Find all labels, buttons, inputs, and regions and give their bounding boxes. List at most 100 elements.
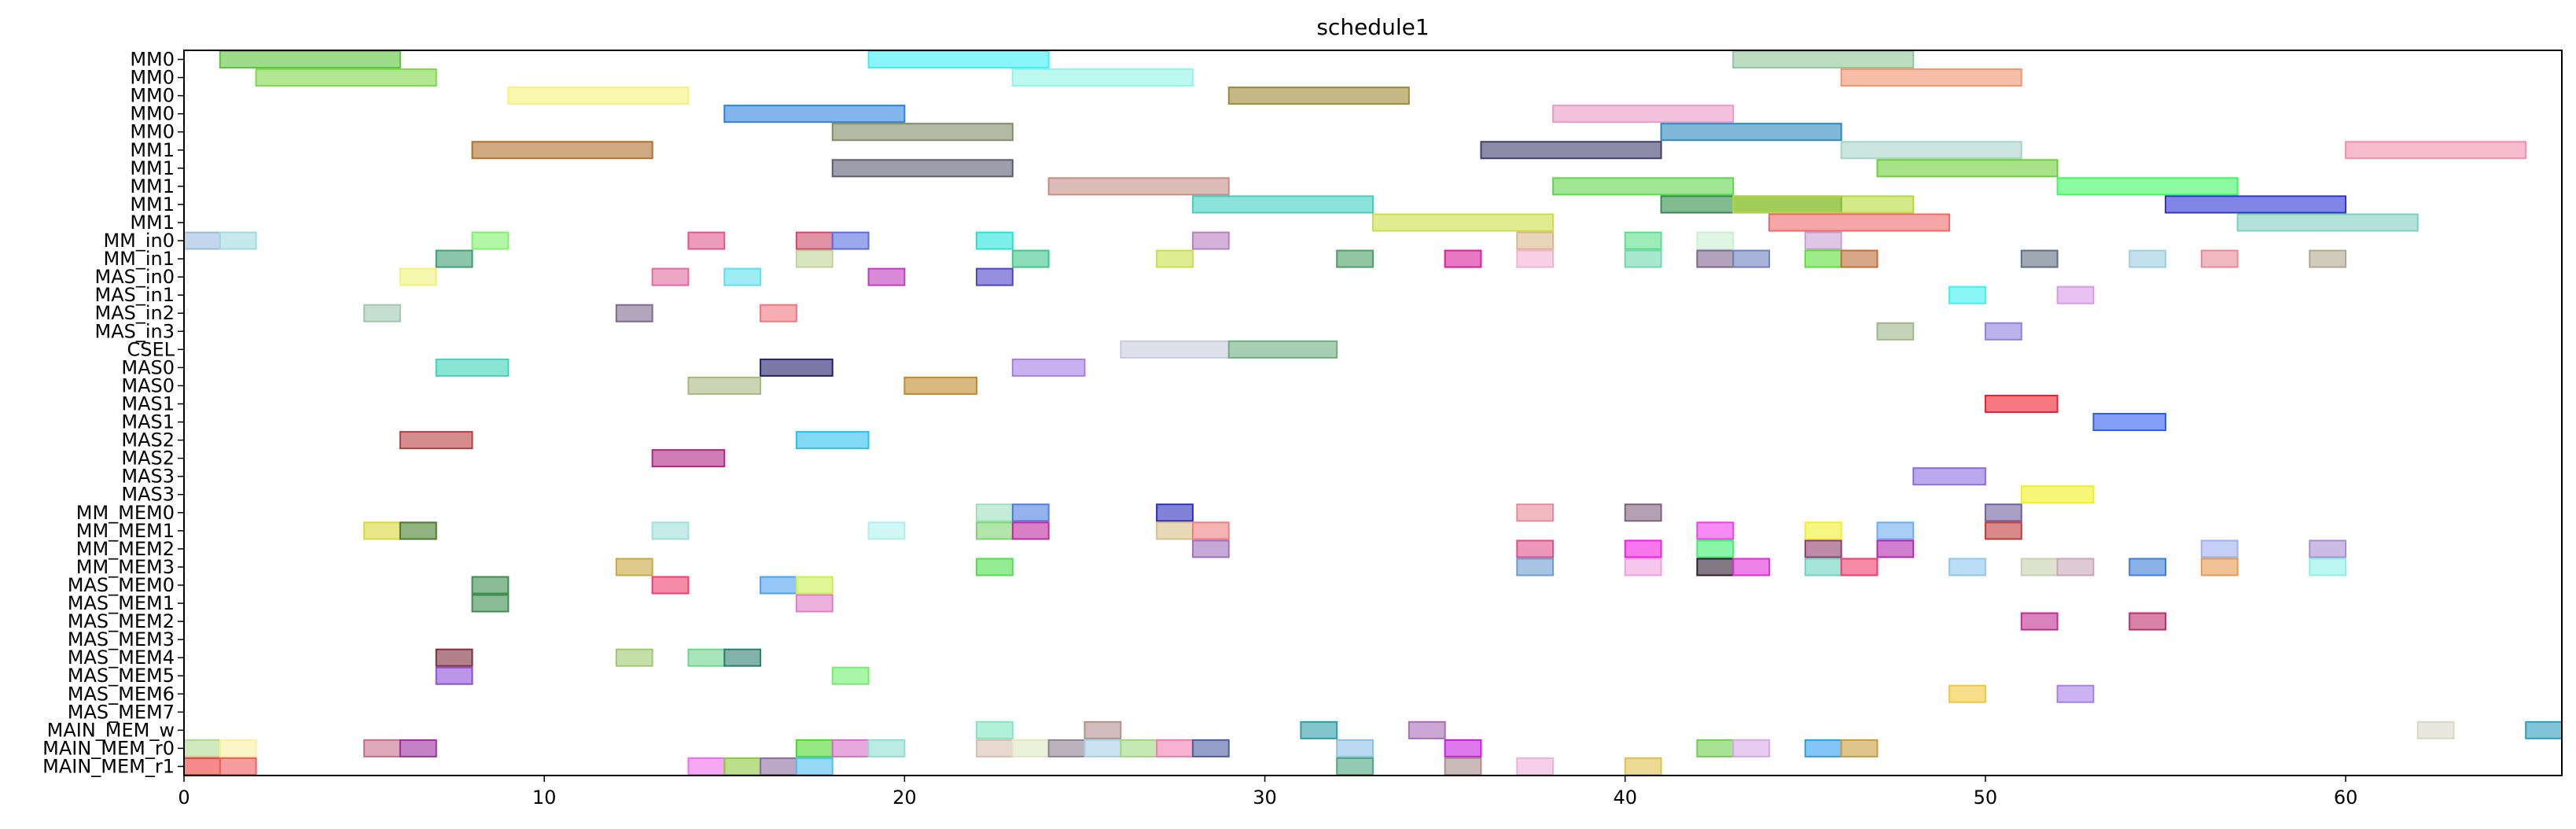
gantt-bar-MAS_MEM4-131 <box>615 648 653 667</box>
gantt-bar-CSEL-69 <box>1227 340 1338 359</box>
y-tick-label: MM1 <box>130 175 175 197</box>
gantt-bar-MM_in0-30 <box>471 231 510 250</box>
x-axis: 0 10 20 30 40 50 60 <box>178 776 2357 809</box>
y-tick-label: MAS0 <box>121 356 175 378</box>
gantt-bar-MAIN_MEM_r0-147 <box>399 739 437 757</box>
gantt-bar-MM_in1-44 <box>1336 249 1374 268</box>
gantt-bar-MAIN_MEM_r0-152 <box>1011 739 1050 757</box>
gantt-bar-MM_MEM1-92 <box>976 521 1014 540</box>
gantt-bar-MAS0-71 <box>760 358 834 377</box>
gantt-bar-MAS_MEM0-123 <box>651 576 690 595</box>
gantt-bar-MAIN_MEM_r1-170 <box>1336 757 1374 776</box>
y-tick-label: MAS3 <box>121 484 175 506</box>
y-tick-label: MM1 <box>130 212 175 234</box>
y-tick-label: MAS_MEM3 <box>68 628 175 650</box>
gantt-bar-MAS2-79 <box>651 449 726 468</box>
gantt-bar-MM_MEM1-97 <box>1804 521 1842 540</box>
y-tick-label: MM_MEM2 <box>76 538 175 560</box>
gantt-bar-MM_in1-52 <box>2020 249 2059 268</box>
gantt-bar-MM_in1-55 <box>2309 249 2347 268</box>
gantt-bar-MAS0-70 <box>435 358 510 377</box>
gantt-bar-MM_MEM1-91 <box>867 521 906 540</box>
y-tick-label: MAS_in1 <box>94 284 175 306</box>
gantt-bar-MM_MEM0-85 <box>1516 503 1555 522</box>
gantt-bar-MAIN_MEM_r0-154 <box>1084 739 1122 757</box>
gantt-bar-MM_MEM3-114 <box>1804 558 1842 577</box>
gantt-bar-MAS_in2-64 <box>615 304 653 322</box>
gantt-bar-MM_in1-45 <box>1444 249 1482 268</box>
gantt-bar-MAS_MEM2-128 <box>2020 612 2059 631</box>
gantt-bar-MM_in1-53 <box>2129 249 2167 268</box>
y-tick-label: MAS_MEM2 <box>68 610 175 632</box>
y-tick-label: MAIN_MEM_r0 <box>42 737 175 759</box>
gantt-bar-MAS_MEM5-134 <box>435 666 473 685</box>
gantt-bar-MAIN_MEM_r0-149 <box>831 739 870 757</box>
gantt-bar-MAIN_MEM_w-141 <box>1408 720 1446 739</box>
x-tick-label: 20 <box>892 787 917 809</box>
gantt-bar-MM_MEM3-118 <box>2056 558 2095 577</box>
gantt-bar-MM_MEM1-99 <box>1984 521 2022 540</box>
gantt-bar-MAS3-81 <box>2020 485 2095 504</box>
gantt-bar-MAIN_MEM_w-143 <box>2525 720 2563 739</box>
gantt-bar-MAS_in1-62 <box>2056 286 2095 304</box>
gantt-bar-MM_in0-28 <box>183 231 221 250</box>
gantt-bar-MAS_MEM5-135 <box>831 666 870 685</box>
gantt-bar-MM_MEM1-95 <box>1191 521 1230 540</box>
y-tick-label: MM1 <box>130 139 175 161</box>
gantt-bar-MAIN_MEM_r0-148 <box>795 739 834 757</box>
y-tick-label: MAS_MEM6 <box>68 683 175 705</box>
gantt-bar-MM_in0-36 <box>1516 231 1555 250</box>
y-tick-label: MAS_in2 <box>94 302 175 324</box>
gantt-bar-MM0-11 <box>1660 123 1842 142</box>
y-tick-label: MM_in0 <box>103 230 175 252</box>
gantt-bar-MAIN_MEM_w-142 <box>2416 720 2455 739</box>
y-tick-label: MM1 <box>130 193 175 216</box>
gantt-bar-MM0-10 <box>831 123 1014 142</box>
y-tick-label: MAIN_MEM_r1 <box>42 755 175 777</box>
gantt-bar-MM1-19 <box>1552 177 1735 196</box>
gantt-bar-MM_MEM2-100 <box>1191 540 1230 558</box>
gantt-bar-MAIN_MEM_r0-155 <box>1120 739 1158 757</box>
gantt-bar-MAIN_MEM_r0-145 <box>219 739 257 757</box>
y-tick-label: MAS_MEM4 <box>68 647 175 669</box>
gantt-bar-MAIN_MEM_w-140 <box>1300 720 1338 739</box>
gantt-bar-MAS_in0-59 <box>867 267 906 286</box>
gantt-bar-MM_in0-35 <box>1191 231 1230 250</box>
gantt-bar-MM0-5 <box>1840 68 2022 87</box>
gantt-bar-MM_in0-37 <box>1624 231 1662 250</box>
gantt-bar-MM_in0-32 <box>795 231 834 250</box>
gantt-bar-MM_MEM2-106 <box>2200 540 2239 558</box>
y-tick-label: MAS3 <box>121 466 175 488</box>
gantt-bar-MM0-6 <box>507 87 690 105</box>
gantt-bar-MM_MEM3-112 <box>1696 558 1735 577</box>
gantt-bar-MM_in1-40 <box>435 249 473 268</box>
gantt-bar-MM0-7 <box>1227 87 1410 105</box>
gantt-bar-MM_MEM2-105 <box>1876 540 1915 558</box>
gantt-bar-MM_in1-42 <box>1011 249 1050 268</box>
plot-frame <box>183 50 2563 776</box>
gantt-bar-MM1-22 <box>2165 195 2347 214</box>
gantt-bar-MAS_in2-63 <box>363 304 401 322</box>
gantt-bar-MAIN_MEM_r0-144 <box>183 739 221 757</box>
gantt-bar-MAIN_MEM_r0-153 <box>1047 739 1086 757</box>
chart-title: schedule1 <box>1316 14 1429 40</box>
gantt-bar-MM0-8 <box>723 105 906 123</box>
gantt-bar-MM_in1-51 <box>1840 249 1879 268</box>
gantt-bar-MM0-9 <box>1552 105 1735 123</box>
gantt-bar-MAS_in0-56 <box>399 267 437 286</box>
gantt-bar-MM_MEM3-115 <box>1840 558 1879 577</box>
y-tick-label: MM0 <box>130 67 175 89</box>
gantt-bar-MAS_MEM6-137 <box>2056 684 2095 703</box>
gantt-bar-MM_MEM3-119 <box>2129 558 2167 577</box>
y-tick-label: MAS1 <box>121 411 175 433</box>
gantt-bar-MAIN_MEM_r1-168 <box>760 757 797 776</box>
y-tick-label: MAS_MEM7 <box>68 701 175 723</box>
gantt-bar-MAIN_MEM_r1-172 <box>1516 757 1555 776</box>
y-tick-label: MAS2 <box>121 429 175 451</box>
y-tick-label: MAS_in3 <box>94 320 175 342</box>
y-tick-label: MM_MEM1 <box>76 520 175 542</box>
gantt-bar-MM_in1-46 <box>1516 249 1555 268</box>
gantt-bar-MM_MEM3-116 <box>1949 558 1986 577</box>
gantt-bar-MAS_MEM4-130 <box>435 648 473 667</box>
